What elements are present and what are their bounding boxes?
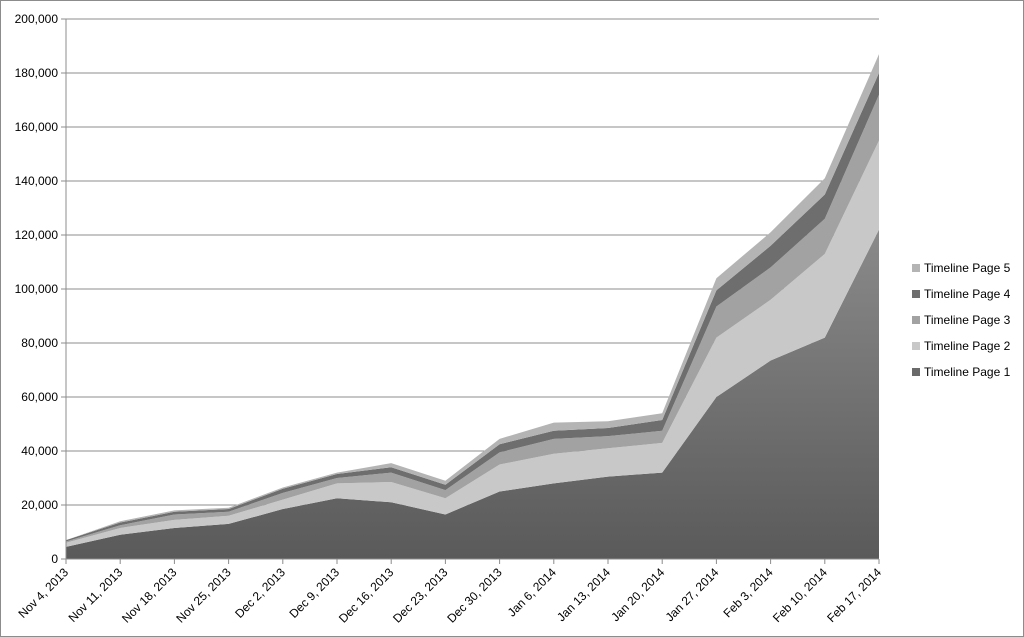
x-tick-label: Feb 17, 2014: [824, 565, 884, 625]
y-tick-label: 100,000: [15, 282, 59, 296]
y-tick-label: 80,000: [21, 336, 58, 350]
y-tick-label: 200,000: [15, 12, 59, 26]
x-tick-label: Feb 3, 2014: [721, 565, 776, 620]
x-tick-label: Jan 20, 2014: [608, 565, 667, 624]
legend-label: Timeline Page 5: [924, 261, 1011, 275]
x-tick-label: Nov 18, 2013: [119, 565, 180, 626]
legend-swatch: [912, 264, 920, 272]
legend-label: Timeline Page 4: [924, 287, 1011, 301]
y-tick-label: 40,000: [21, 444, 58, 458]
x-tick-label: Nov 11, 2013: [66, 565, 126, 625]
legend-swatch: [912, 368, 920, 376]
x-tick-label: Feb 10, 2014: [770, 565, 830, 625]
legend-swatch: [912, 342, 920, 350]
legend-label: Timeline Page 1: [924, 365, 1011, 379]
legend-swatch: [912, 316, 920, 324]
x-tick-label: Jan 13, 2014: [554, 565, 613, 624]
y-tick-label: 140,000: [15, 174, 59, 188]
x-tick-label: Dec 30, 2013: [444, 565, 505, 626]
x-tick-label: Dec 2, 2013: [232, 565, 288, 621]
y-tick-label: 0: [51, 552, 58, 566]
x-tick-label: Dec 9, 2013: [286, 565, 342, 621]
x-tick-label: Jan 6, 2014: [505, 565, 559, 619]
y-tick-label: 180,000: [15, 66, 59, 80]
x-tick-label: Jan 27, 2014: [663, 565, 722, 624]
x-tick-label: Nov 25, 2013: [173, 565, 234, 626]
legend-label: Timeline Page 2: [924, 339, 1011, 353]
y-tick-label: 160,000: [15, 120, 59, 134]
area-series-1: [66, 229, 879, 559]
y-tick-label: 20,000: [21, 498, 58, 512]
y-tick-label: 120,000: [15, 228, 59, 242]
x-tick-label: Dec 23, 2013: [390, 565, 451, 626]
legend-label: Timeline Page 3: [924, 313, 1011, 327]
x-tick-label: Nov 4, 2013: [15, 565, 71, 621]
y-tick-label: 60,000: [21, 390, 58, 404]
legend-swatch: [912, 290, 920, 298]
x-tick-label: Dec 16, 2013: [336, 565, 397, 626]
area-series-2: [66, 140, 879, 547]
area-series-3: [66, 94, 879, 543]
